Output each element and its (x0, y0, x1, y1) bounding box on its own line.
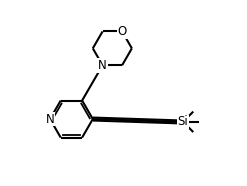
Text: N: N (98, 59, 107, 72)
Text: N: N (46, 113, 54, 126)
Text: O: O (118, 25, 127, 38)
Text: Si: Si (178, 115, 188, 128)
